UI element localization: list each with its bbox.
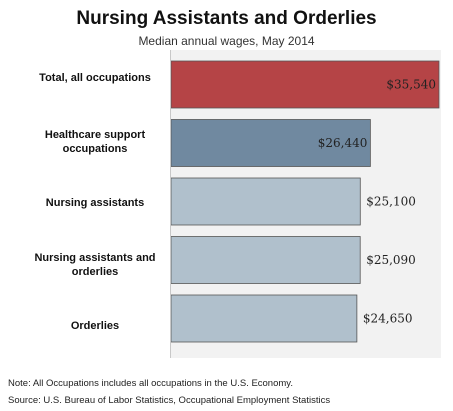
value-label-0: $35,540 <box>386 78 436 92</box>
chart-title: Nursing Assistants and Orderlies <box>76 8 377 29</box>
category-label-total: Total, all occupations <box>39 72 151 84</box>
category-label-healthcare-support: Healthcare support occupations <box>44 129 146 155</box>
value-label-3: $25,090 <box>366 253 416 267</box>
bar-chart: $35,540 $26,440 $25,100 $25,090 $24,650 <box>171 60 440 343</box>
value-label-2: $25,100 <box>366 195 416 209</box>
category-label-nursing-assistants: Nursing assistants <box>45 197 145 209</box>
bar-4 <box>171 294 358 343</box>
bar-3 <box>171 236 361 284</box>
bar-2 <box>171 177 361 226</box>
chart-subtitle: Median annual wages, May 2014 <box>138 34 315 48</box>
category-label-nursing-assistants-orderlies: Nursing assistants and orderlies <box>34 252 156 278</box>
value-label-1: $26,440 <box>318 136 368 150</box>
bar-1 <box>171 119 371 167</box>
bar-0 <box>171 60 440 109</box>
footnote: Note: All Occupations includes all occup… <box>8 378 293 389</box>
plot-area: $35,540 $26,440 $25,100 $25,090 $24,650 <box>170 50 441 358</box>
value-label-4: $24,650 <box>363 312 413 326</box>
category-label-orderlies: Orderlies <box>70 320 120 332</box>
source-note: Source: U.S. Bureau of Labor Statistics,… <box>8 395 331 406</box>
